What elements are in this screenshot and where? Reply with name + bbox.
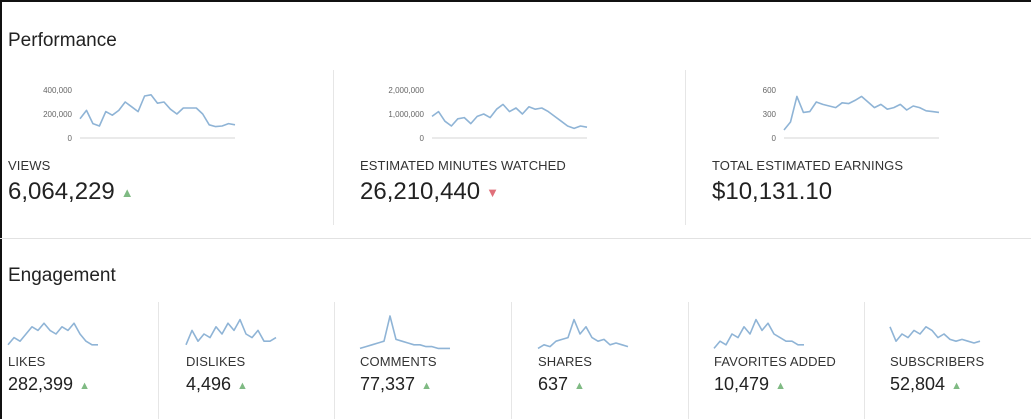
trend-up-icon: ▲ (775, 380, 786, 392)
y-tick-label: 600 (763, 86, 777, 95)
metric-number: 637 (538, 374, 569, 394)
sparkline-series (359, 315, 450, 350)
subscribers-label: SUBSCRIBERS (890, 354, 985, 369)
shares-label: SHARES (538, 354, 593, 369)
sparkline-series (537, 318, 629, 350)
y-tick-label: 1,000,000 (388, 110, 424, 119)
likes-sparkline (7, 322, 98, 346)
metric-number: 4,496 (186, 374, 232, 394)
metric-number: 10,479 (714, 374, 770, 394)
y-tick-label: 0 (772, 134, 777, 143)
dislikes-sparkline (185, 318, 277, 346)
shares-sparkline (537, 318, 629, 350)
section-divider (0, 238, 1031, 239)
dislikes-label: DISLIKES (186, 354, 246, 369)
sparkline-series (7, 322, 98, 346)
sparkline-series (713, 318, 804, 349)
card-divider (333, 70, 334, 225)
card-divider (511, 302, 512, 419)
trend-up-icon: ▲ (421, 380, 432, 392)
subscribers-value: 52,804 ▲ (890, 374, 962, 395)
trend-up-icon: ▲ (79, 380, 90, 392)
trend-up-icon: ▲ (574, 380, 585, 392)
card-divider (685, 70, 686, 225)
estimated-minutes-watched-value: 26,210,440 ▼ (360, 178, 499, 206)
trend-up-icon: ▲ (237, 380, 248, 392)
card-divider (864, 302, 865, 419)
comments-label: COMMENTS (360, 354, 437, 369)
estimated-minutes-watched-label: ESTIMATED MINUTES WATCHED (360, 158, 566, 173)
metric-number: 282,399 (8, 374, 74, 394)
subscribers-sparkline (889, 326, 981, 344)
trend-down-icon: ▼ (486, 185, 499, 200)
comments-value: 77,337 ▲ (360, 374, 432, 395)
y-tick-label: 400,000 (43, 86, 72, 95)
views-value: 6,064,229 ▲ (8, 178, 134, 206)
sparkline-series (431, 103, 588, 130)
dislikes-value: 4,496 ▲ (186, 374, 248, 395)
y-tick-label: 0 (420, 134, 425, 143)
y-tick-label: 2,000,000 (388, 86, 424, 95)
card-divider (158, 302, 159, 419)
sparkline-series (889, 326, 981, 344)
sparkline-series (185, 318, 277, 346)
comments-sparkline (359, 315, 450, 350)
shares-value: 637 ▲ (538, 374, 585, 395)
views-label: VIEWS (8, 158, 51, 173)
total-estimated-earnings-sparkline: 600 300 0 (763, 86, 940, 143)
favorites-added-sparkline (713, 318, 804, 349)
card-divider (688, 302, 689, 419)
performance-title: Performance (8, 30, 117, 51)
y-tick-label: 300 (763, 110, 777, 119)
metric-number: 6,064,229 (8, 178, 115, 205)
favorites-added-label: FAVORITES ADDED (714, 354, 836, 369)
metric-number: 77,337 (360, 374, 416, 394)
y-tick-label: 0 (68, 134, 73, 143)
metric-number: $10,131.10 (712, 178, 833, 205)
sparkline-series (79, 94, 236, 128)
likes-value: 282,399 ▲ (8, 374, 90, 395)
y-tick-label: 200,000 (43, 110, 72, 119)
likes-label: LIKES (8, 354, 46, 369)
estimated-minutes-watched-sparkline: 2,000,000 1,000,000 0 (388, 86, 588, 143)
sparkline-series (783, 95, 940, 131)
metric-number: 52,804 (890, 374, 946, 394)
engagement-title: Engagement (8, 265, 116, 286)
total-estimated-earnings-label: TOTAL ESTIMATED EARNINGS (712, 158, 904, 173)
metric-number: 26,210,440 (360, 178, 481, 205)
views-sparkline: 400,000 200,000 0 (43, 86, 236, 143)
total-estimated-earnings-value: $10,131.10 (712, 178, 832, 206)
trend-up-icon: ▲ (951, 380, 962, 392)
card-divider (334, 302, 335, 419)
trend-up-icon: ▲ (120, 185, 134, 200)
favorites-added-value: 10,479 ▲ (714, 374, 786, 395)
